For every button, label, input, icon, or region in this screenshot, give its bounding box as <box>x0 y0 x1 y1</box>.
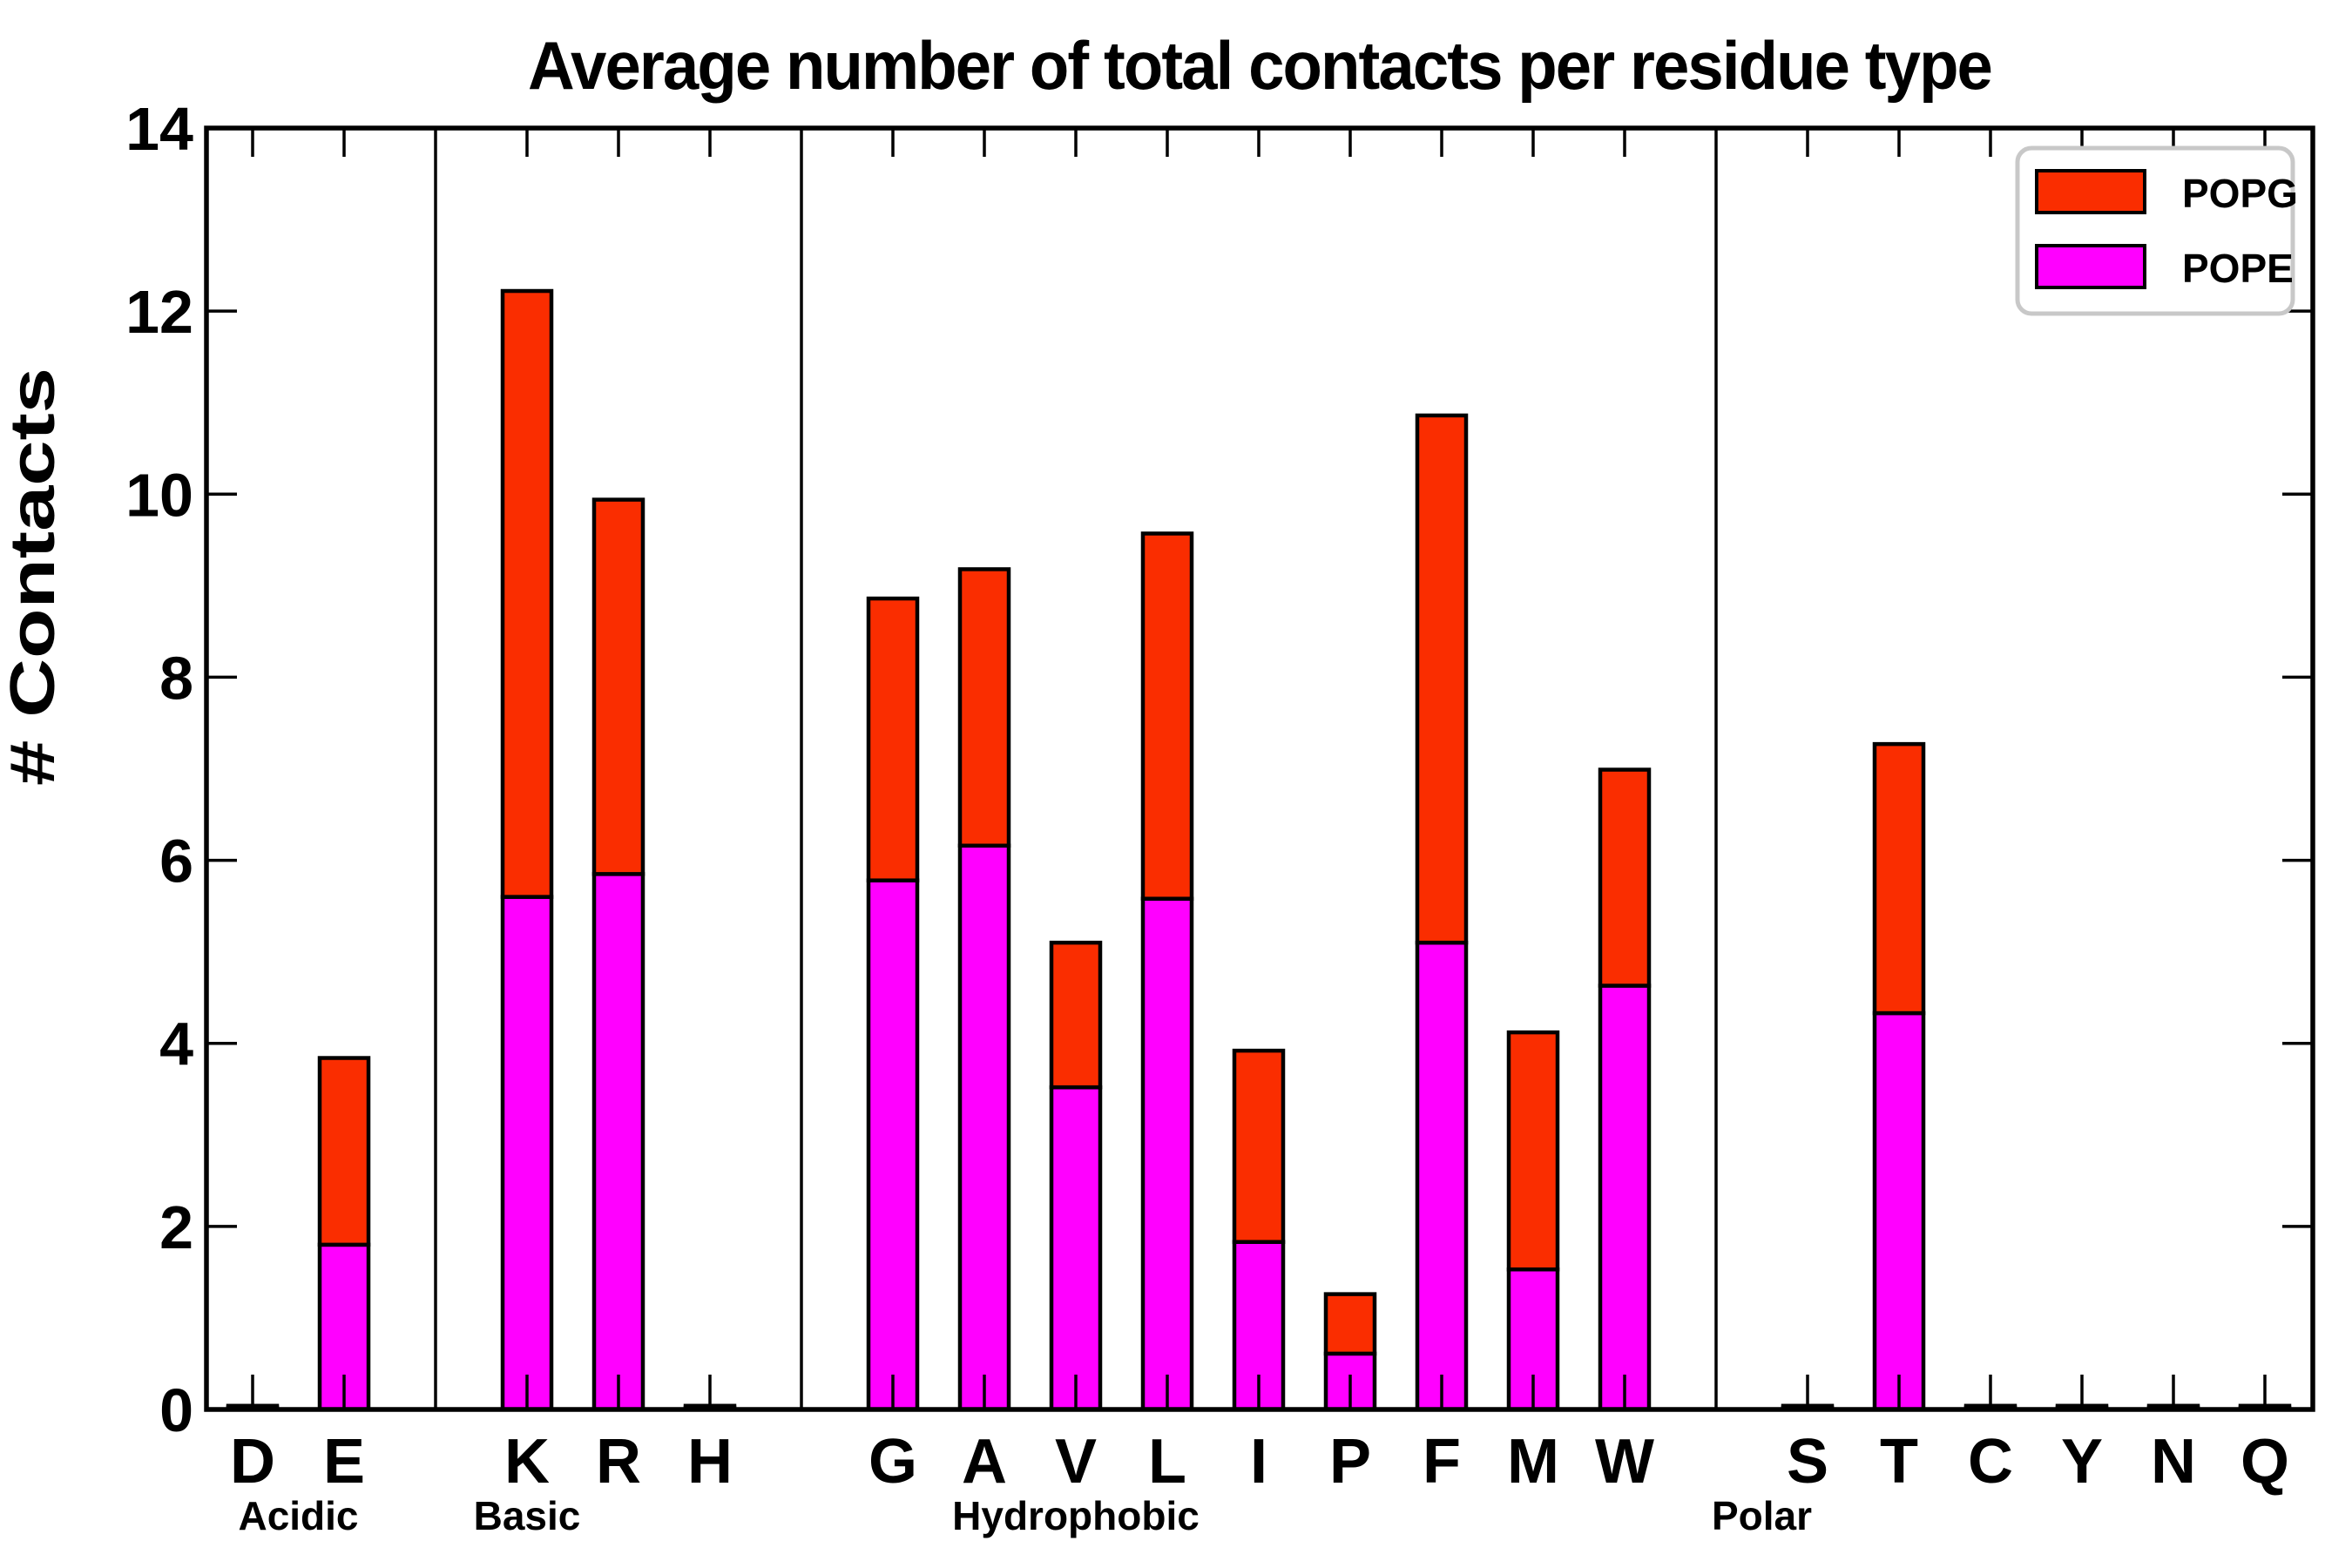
x-tick-label-P: P <box>1329 1427 1371 1497</box>
bar-segment-pope-K <box>500 895 554 1412</box>
bar-segment-popg-A <box>957 567 1011 848</box>
bar-segment-pope-L <box>1140 896 1194 1412</box>
x-tick-label-L: L <box>1148 1427 1186 1497</box>
x-tick-label-A: A <box>962 1427 1007 1497</box>
legend-label-popg: POPG <box>2182 171 2298 216</box>
bar-segment-popg-L <box>1140 531 1194 901</box>
y-tick-label-12: 12 <box>125 278 193 346</box>
bar-segment-popg-G <box>866 596 920 882</box>
x-tick-label-V: V <box>1055 1427 1097 1497</box>
bar-segment-popg-R <box>591 497 645 876</box>
x-tick-label-M: M <box>1507 1427 1559 1497</box>
x-tick-label-C: C <box>1968 1427 2013 1497</box>
chart-title: Average number of total contacts per res… <box>528 27 1991 104</box>
x-tick-label-K: K <box>504 1427 550 1497</box>
bar-segment-popg-F <box>1415 413 1469 945</box>
y-tick-label-14: 14 <box>125 95 193 163</box>
x-tick-label-G: G <box>868 1427 917 1497</box>
group-label-Basic: Basic <box>474 1493 581 1538</box>
y-tick-label-10: 10 <box>125 461 193 529</box>
legend: POPG POPE <box>2015 145 2298 316</box>
x-tick-label-I: I <box>1250 1427 1267 1497</box>
x-tick-label-W: W <box>1595 1427 1654 1497</box>
bar-segment-popg-K <box>500 288 554 899</box>
group-label-Acidic: Acidic <box>238 1493 358 1538</box>
x-tick-label-R: R <box>596 1427 641 1497</box>
bar-segment-popg-M <box>1506 1030 1560 1272</box>
x-tick-label-E: E <box>323 1427 365 1497</box>
x-tick-label-T: T <box>1880 1427 1918 1497</box>
x-tick-label-H: H <box>687 1427 733 1497</box>
bar-segment-pope-W <box>1598 983 1652 1412</box>
x-tick-label-Q: Q <box>2240 1427 2289 1497</box>
bar-segment-popg-T <box>1872 741 1926 1016</box>
bar-segment-pope-V <box>1049 1085 1103 1412</box>
plot-layer: 0 2 4 6 8 10 12 14 D E K R H G A V L I P F M W S T C Y N Q Acidic Bas… <box>125 95 2315 1538</box>
bar-segment-popg-W <box>1598 767 1652 988</box>
x-tick-label-D: D <box>230 1427 275 1497</box>
bar-segment-popg-E <box>317 1056 371 1247</box>
bar-segment-pope-A <box>957 843 1011 1412</box>
bar-segment-pope-G <box>866 878 920 1412</box>
legend-swatch-pope <box>2035 244 2146 289</box>
y-axis-label: # Contacts <box>0 368 68 786</box>
legend-swatch-popg <box>2035 169 2146 214</box>
bar-segment-pope-T <box>1872 1010 1926 1412</box>
bar-segment-popg-I <box>1232 1048 1286 1244</box>
x-tick-label-S: S <box>1787 1427 1828 1497</box>
y-tick-label-8: 8 <box>159 644 193 712</box>
y-tick-label-0: 0 <box>159 1376 193 1444</box>
bar-segment-popg-P <box>1323 1292 1377 1356</box>
x-tick-label-F: F <box>1423 1427 1461 1497</box>
legend-label-pope: POPE <box>2182 246 2294 291</box>
y-tick-label-2: 2 <box>159 1193 193 1261</box>
y-tick-label-6: 6 <box>159 828 193 896</box>
x-tick-label-N: N <box>2151 1427 2196 1497</box>
bar-segment-pope-F <box>1415 940 1469 1412</box>
group-label-Hydrophobic: Hydrophobic <box>952 1493 1200 1538</box>
x-tick-label-Y: Y <box>2061 1427 2103 1497</box>
bar-segment-pope-R <box>591 872 645 1412</box>
group-label-Polar: Polar <box>1712 1493 1812 1538</box>
bar-segment-popg-V <box>1049 940 1103 1090</box>
y-tick-label-4: 4 <box>159 1010 193 1078</box>
